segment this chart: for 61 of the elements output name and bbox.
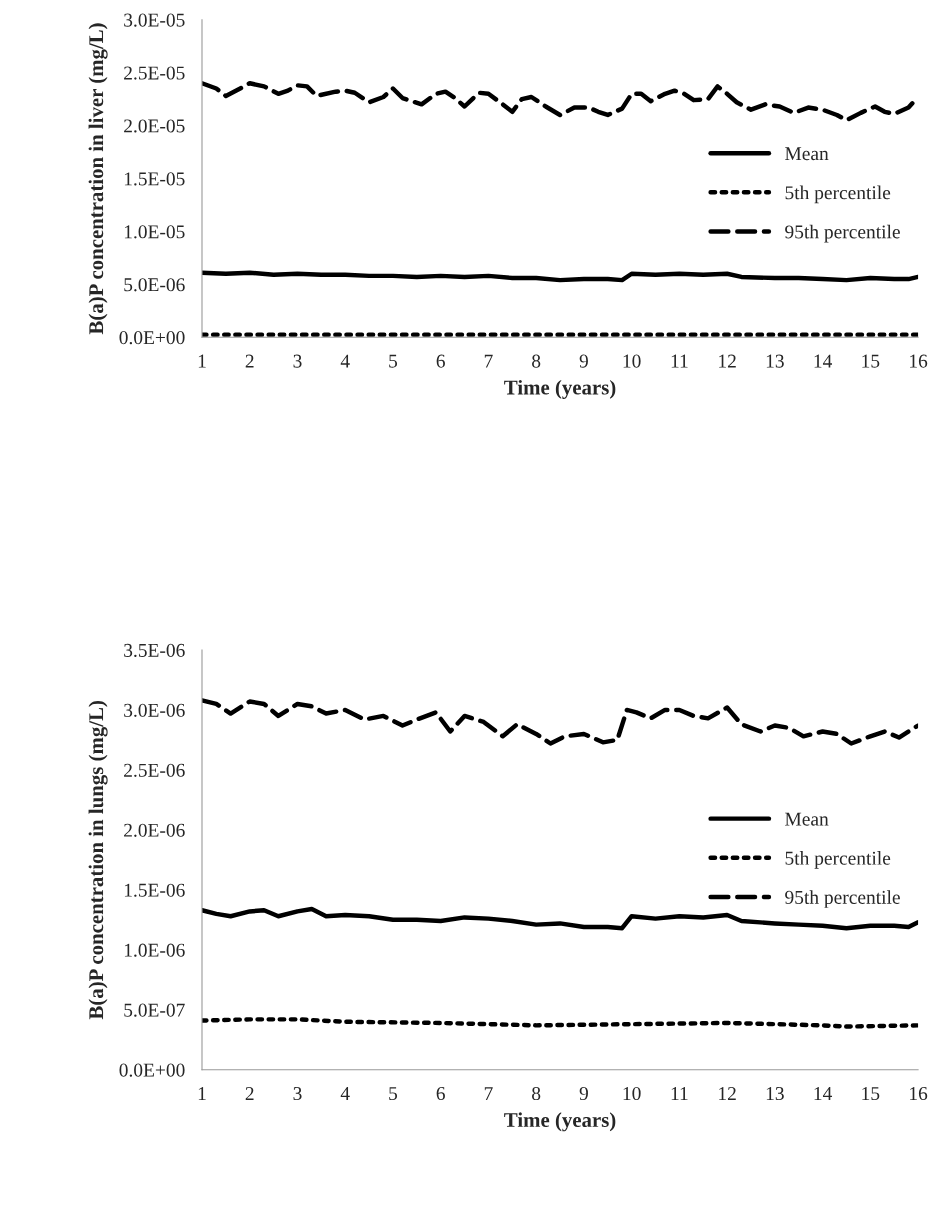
- x-tick-label: 14: [814, 1087, 833, 1100]
- x-tick-label: 3: [293, 1087, 302, 1101]
- x-tick-label: 4: [340, 1087, 350, 1100]
- line-series: [201, 1017, 919, 1029]
- x-tick-label: 3: [293, 354, 302, 368]
- y-tick-label: 5.0E-07: [124, 1003, 185, 1017]
- line-series: [201, 270, 919, 283]
- x-tick-label: 5: [389, 354, 398, 368]
- y-tick-label: 1.5E-06: [124, 883, 185, 897]
- x-tick-label: 9: [579, 354, 588, 368]
- x-tick-label: 16: [910, 354, 928, 368]
- x-tick-label: 15: [862, 1087, 880, 1101]
- x-tick-label: 10: [623, 354, 641, 368]
- x-tick-label: 9: [579, 1087, 588, 1101]
- x-tick-label: 8: [532, 1086, 541, 1101]
- x-tick-label: 7: [484, 1087, 493, 1100]
- y-tick-label: 2.5E-05: [124, 66, 185, 80]
- x-tick-label: 1: [198, 1087, 206, 1100]
- y-tick-label: 1.5E-05: [124, 172, 185, 186]
- legend-label: 95th percentile: [785, 224, 900, 243]
- legend-label: 5th percentile: [785, 851, 891, 869]
- y-tick-label: 3.0E-06: [124, 703, 185, 717]
- line-series: [201, 906, 919, 931]
- x-tick-label: 14: [814, 354, 833, 368]
- x-tick-label: 13: [766, 354, 784, 368]
- y-axis-title: B(a)P concentration in lungs (mg/L): [88, 701, 108, 1020]
- legend-label: 95th percentile: [785, 890, 900, 908]
- x-tick-label: 8: [532, 354, 541, 368]
- x-tick-label: 6: [436, 1087, 445, 1101]
- y-tick-label: 0.0E+00: [119, 331, 185, 345]
- y-tick-label: 1.0E-06: [124, 943, 185, 957]
- legend-label: Mean: [785, 812, 829, 826]
- x-tick-label: 15: [862, 354, 880, 368]
- y-tick-label: 1.0E-05: [124, 225, 185, 239]
- x-tick-label: 6: [436, 354, 445, 368]
- y-tick-label: 2.0E-06: [124, 823, 185, 837]
- x-tick-label: 11: [671, 1087, 688, 1100]
- x-axis-title: Time (years): [504, 1112, 616, 1132]
- y-axis-title: B(a)P concentration in liver (mg/L): [88, 23, 108, 335]
- x-tick-label: 1: [198, 354, 206, 368]
- x-tick-label: 11: [671, 354, 688, 368]
- legend-label: Mean: [785, 147, 829, 161]
- y-tick-label: 0.0E+00: [119, 1063, 185, 1077]
- y-tick-label: 3.0E-05: [124, 13, 185, 27]
- x-tick-label: 7: [484, 354, 493, 368]
- x-tick-label: 5: [389, 1087, 398, 1101]
- x-tick-label: 13: [766, 1087, 784, 1101]
- legend-label: 5th percentile: [785, 185, 891, 204]
- x-tick-label: 12: [719, 354, 736, 368]
- x-tick-label: 2: [245, 1087, 254, 1100]
- y-tick-label: 5.0E-06: [124, 278, 185, 292]
- y-tick-label: 3.5E-06: [124, 643, 185, 657]
- x-tick-label: 4: [340, 354, 350, 368]
- x-tick-label: 12: [719, 1087, 736, 1100]
- line-series: [201, 698, 919, 746]
- x-tick-label: 16: [910, 1087, 928, 1101]
- x-axis-title: Time (years): [504, 379, 616, 399]
- y-tick-label: 2.0E-05: [124, 119, 185, 133]
- y-tick-label: 2.5E-06: [124, 763, 185, 777]
- x-tick-label: 10: [623, 1086, 641, 1101]
- x-tick-label: 2: [245, 354, 254, 368]
